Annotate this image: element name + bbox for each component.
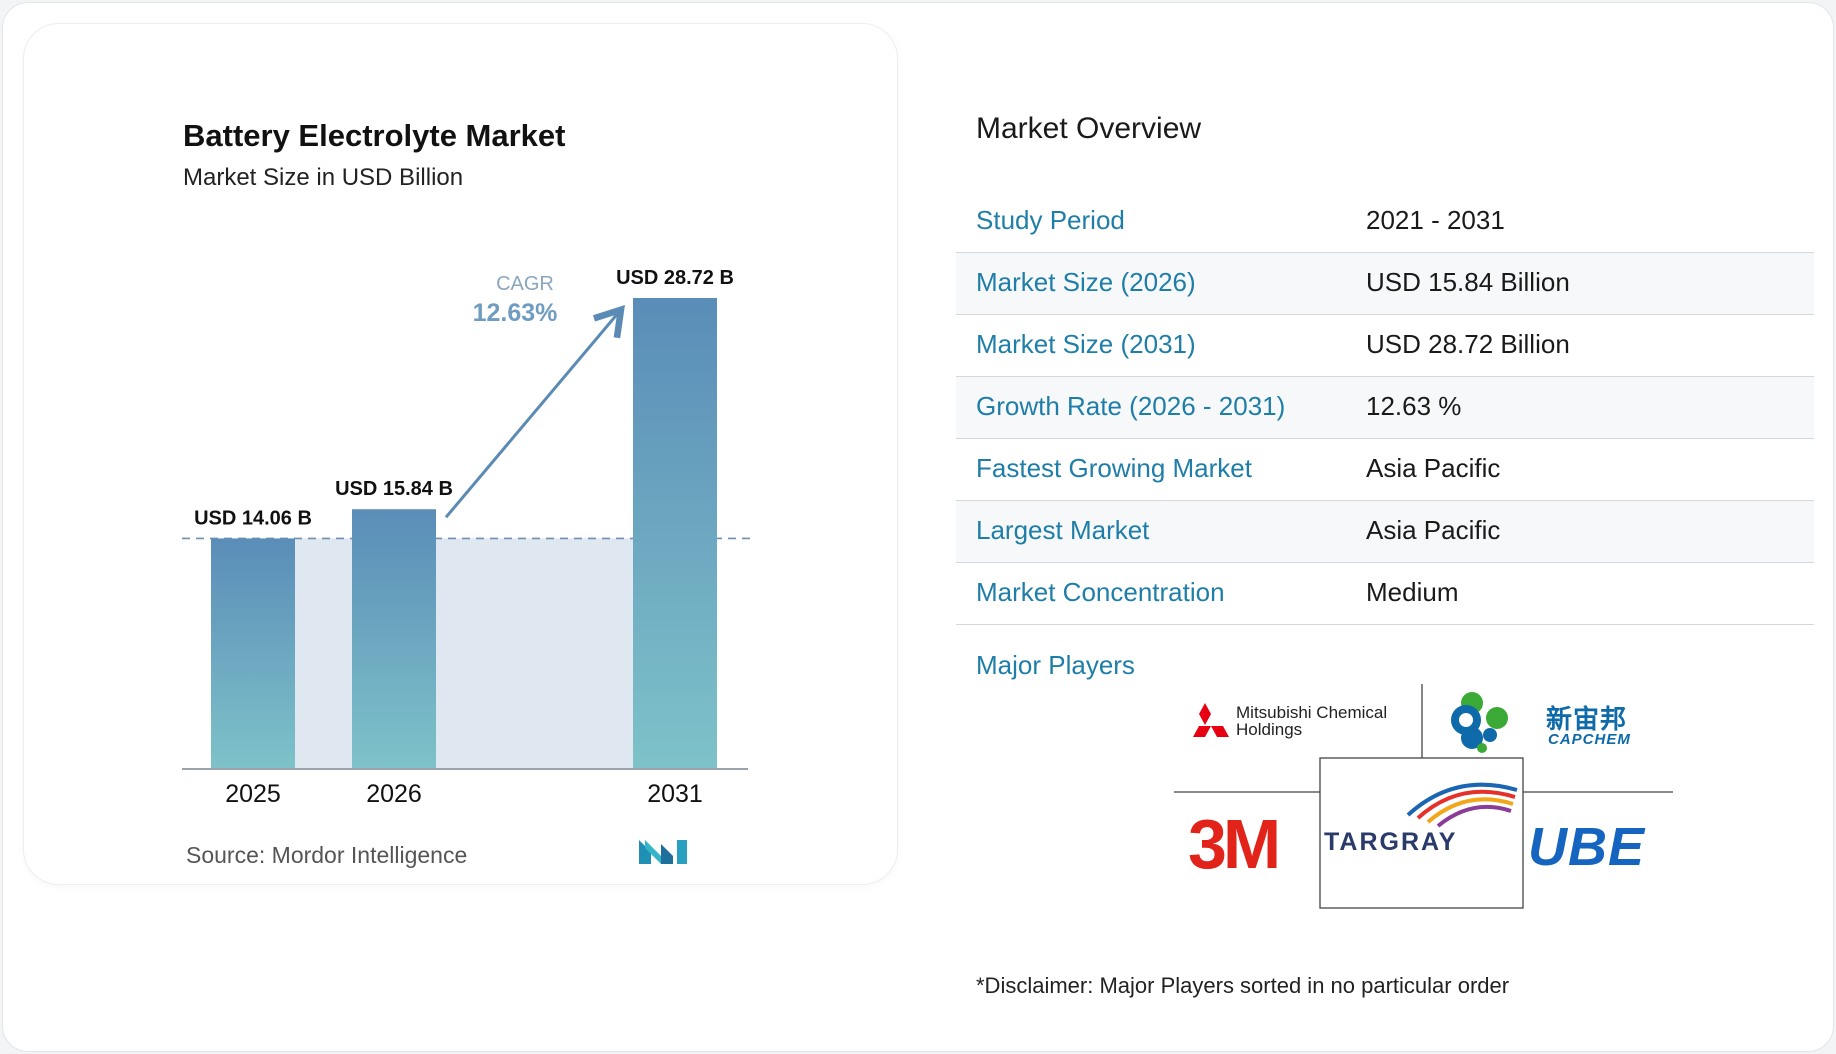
overview-row: Fastest Growing Market Asia Pacific bbox=[956, 439, 1814, 501]
source-note: Source: Mordor Intelligence bbox=[186, 842, 468, 868]
x-tick-2026: 2026 bbox=[366, 780, 422, 808]
row-label: Market Size (2031) bbox=[976, 329, 1196, 359]
x-tick-2031: 2031 bbox=[647, 780, 703, 808]
value-label-2026: USD 15.84 B bbox=[335, 478, 453, 500]
cagr-arrow bbox=[444, 304, 625, 519]
row-value: Asia Pacific bbox=[1366, 453, 1501, 483]
chart-title: Battery Electrolyte Market bbox=[183, 118, 566, 153]
row-value: 12.63 % bbox=[1366, 391, 1462, 421]
row-label: Market Concentration bbox=[976, 577, 1225, 607]
value-label-2025: USD 14.06 B bbox=[194, 507, 312, 529]
row-label: Growth Rate (2026 - 2031) bbox=[976, 391, 1286, 421]
row-value: USD 28.72 Billion bbox=[1366, 329, 1570, 359]
capchem-chinese-name: 新宙邦 bbox=[1546, 705, 1628, 735]
mitsubishi-name: Mitsubishi Chemical Holdings bbox=[1236, 704, 1387, 738]
row-value: Asia Pacific bbox=[1366, 515, 1501, 545]
row-value: Medium bbox=[1366, 577, 1459, 607]
overview-row: Market Concentration Medium bbox=[956, 563, 1814, 625]
overview-row: Market Size (2026) USD 15.84 Billion bbox=[956, 253, 1814, 315]
overview-row: Growth Rate (2026 - 2031) 12.63 % bbox=[956, 377, 1814, 439]
capchem-english-name: CAPCHEM bbox=[1548, 731, 1631, 748]
cagr-label: CAGR bbox=[496, 273, 554, 295]
disclaimer: *Disclaimer: Major Players sorted in no … bbox=[976, 973, 1510, 998]
chart-subtitle: Market Size in USD Billion bbox=[183, 164, 464, 191]
bar-2025 bbox=[211, 538, 295, 769]
row-label: Study Period bbox=[976, 205, 1125, 235]
row-value: USD 15.84 Billion bbox=[1366, 267, 1570, 297]
targray-name: TARGRAY bbox=[1324, 828, 1458, 856]
row-label: Fastest Growing Market bbox=[976, 453, 1252, 483]
ube-logo: UBE bbox=[1528, 817, 1646, 877]
mitsubishi-line2: Holdings bbox=[1236, 720, 1303, 739]
3m-logo: 3M bbox=[1188, 805, 1281, 883]
overview-table: Study Period 2021 - 2031 Market Size (20… bbox=[956, 191, 1814, 625]
overview-row: Market Size (2031) USD 28.72 Billion bbox=[956, 315, 1814, 377]
overview-title: Market Overview bbox=[976, 112, 1202, 145]
bar-2031 bbox=[633, 298, 717, 769]
overview-row: Study Period 2021 - 2031 bbox=[956, 191, 1814, 253]
cagr-value: 12.63% bbox=[473, 299, 558, 327]
row-label: Largest Market bbox=[976, 515, 1150, 545]
row-label: Market Size (2026) bbox=[976, 267, 1196, 297]
value-label-2031: USD 28.72 B bbox=[616, 267, 734, 289]
overview-row: Largest Market Asia Pacific bbox=[956, 501, 1814, 563]
mordor-intelligence-logo bbox=[639, 840, 687, 864]
bar-chart: USD 14.06 B 2025 USD 15.84 B 2026 USD 28.72 … bbox=[182, 267, 750, 808]
mitsubishi-line1: Mitsubishi Chemical bbox=[1236, 703, 1388, 722]
x-tick-2025: 2025 bbox=[225, 780, 281, 808]
row-value: 2021 - 2031 bbox=[1366, 205, 1505, 235]
bar-2026 bbox=[352, 509, 436, 769]
major-players-label: Major Players bbox=[976, 650, 1135, 680]
